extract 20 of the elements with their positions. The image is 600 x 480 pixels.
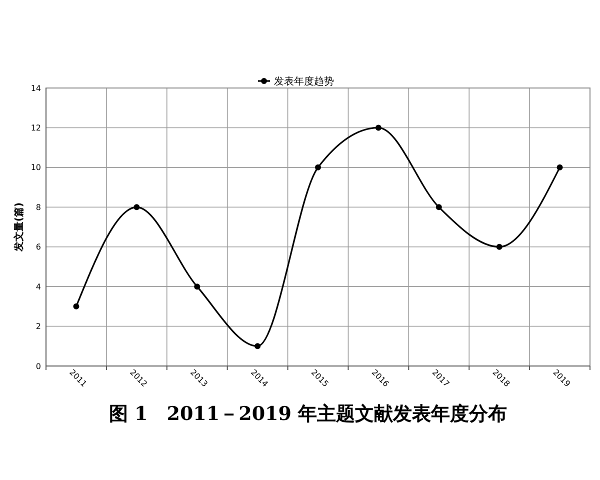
y-tick-label: 2 xyxy=(36,322,41,332)
y-tick-label: 0 xyxy=(36,362,41,371)
y-tick-label: 14 xyxy=(30,84,41,93)
y-tick-label: 6 xyxy=(36,242,41,252)
point xyxy=(436,204,442,210)
y-tick-label: 10 xyxy=(30,163,41,172)
point xyxy=(194,284,200,290)
point xyxy=(315,164,321,170)
point xyxy=(73,303,80,310)
point xyxy=(556,164,563,170)
point xyxy=(375,124,382,131)
legend-label: 发表年度趋势 xyxy=(274,76,334,88)
y-tick-label: 8 xyxy=(36,202,41,212)
text: 图 1 2011－2019 年主题文献发表年度分布 xyxy=(108,403,508,425)
y-tick-label: 4 xyxy=(36,282,41,292)
point xyxy=(134,204,140,210)
point xyxy=(496,244,502,250)
y-tick-label: 12 xyxy=(30,124,41,133)
point xyxy=(254,343,261,350)
y-axis-title: 发文量(篇) xyxy=(13,202,25,253)
